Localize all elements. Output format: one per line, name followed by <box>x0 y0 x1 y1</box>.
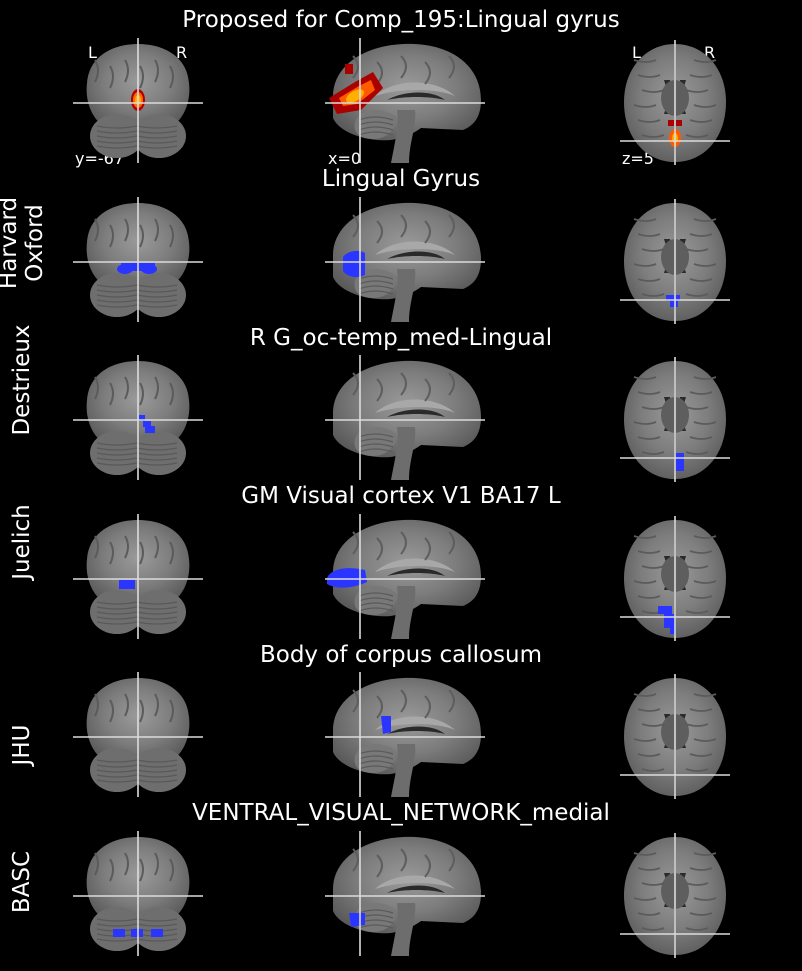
row-title-juelich: GM Visual cortex V1 BA17 L <box>241 483 561 509</box>
axial-panel-0 <box>620 40 730 165</box>
axial-slice-0 <box>620 40 730 165</box>
coronal-panel-5 <box>73 831 203 956</box>
coronal-panel-1 <box>73 197 203 322</box>
coronal-panel-3 <box>73 514 203 639</box>
atlas-label-basc: BASC <box>9 850 35 914</box>
sagittal-slice-3 <box>325 514 485 639</box>
sagittal-slice-1 <box>325 197 485 322</box>
row-title-jhu: Body of corpus callosum <box>259 642 543 668</box>
axial-panel-5 <box>620 833 730 958</box>
coronal-slice-3 <box>73 514 203 639</box>
axial-panel-1 <box>620 199 730 324</box>
coronal-slice-1 <box>73 197 203 322</box>
axial-slice-3 <box>620 516 730 641</box>
axial-right-label: R <box>704 43 716 62</box>
sagittal-panel-4 <box>325 672 485 797</box>
sagittal-slice-0 <box>325 38 485 163</box>
atlas-label-juelich: Juelich <box>9 504 35 580</box>
atlas-label-harvard-oxford: Harvard Oxford <box>0 196 48 290</box>
row-title-harvard-oxford: Lingual Gyrus <box>321 166 481 192</box>
coronal-slice-0 <box>73 38 203 163</box>
main-title: Proposed for Comp_195:Lingual gyrus <box>182 7 620 33</box>
coronal-panel-2 <box>73 355 203 480</box>
sagittal-panel-5 <box>325 831 485 956</box>
sagittal-slice-2 <box>325 355 485 480</box>
coronal-slice-2 <box>73 355 203 480</box>
row-title-basc: VENTRAL_VISUAL_NETWORK_medial <box>192 800 610 826</box>
axial-slice-1 <box>620 199 730 324</box>
coronal-slice-4 <box>73 672 203 797</box>
axial-panel-3 <box>620 516 730 641</box>
axial-left-label: L <box>632 43 641 62</box>
axial-panel-2 <box>620 357 730 482</box>
atlas-label-jhu: JHU <box>9 724 35 766</box>
sagittal-coordinate: x=0 <box>328 149 362 168</box>
axial-coordinate: z=5 <box>622 149 654 168</box>
sagittal-panel-2 <box>325 355 485 480</box>
atlas-label-destrieux: Destrieux <box>9 324 35 436</box>
coronal-panel-4 <box>73 672 203 797</box>
coronal-right-label: R <box>176 43 188 62</box>
sagittal-slice-5 <box>325 831 485 956</box>
sagittal-slice-4 <box>325 672 485 797</box>
row-title-destrieux: R G_oc-temp_med-Lingual <box>249 325 553 351</box>
axial-slice-5 <box>620 833 730 958</box>
coronal-slice-5 <box>73 831 203 956</box>
axial-slice-2 <box>620 357 730 482</box>
sagittal-panel-1 <box>325 197 485 322</box>
axial-panel-4 <box>620 674 730 799</box>
coronal-panel-0 <box>73 38 203 163</box>
coronal-left-label: L <box>88 43 97 62</box>
sagittal-panel-0 <box>325 38 485 163</box>
axial-slice-4 <box>620 674 730 799</box>
sagittal-panel-3 <box>325 514 485 639</box>
